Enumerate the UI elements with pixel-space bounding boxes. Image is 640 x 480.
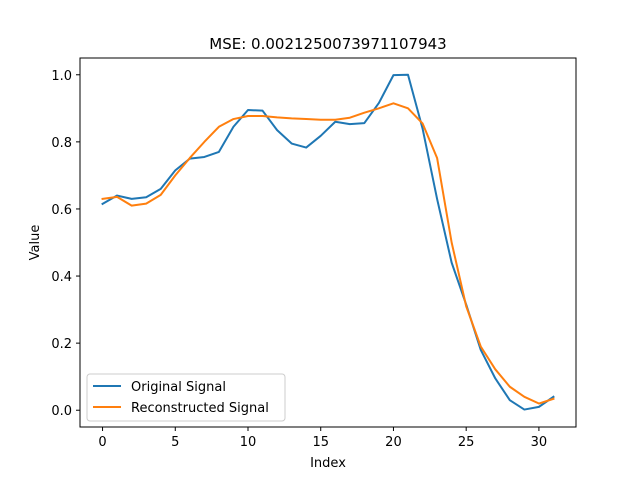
legend-label-reconstructed-signal: Reconstructed Signal	[131, 401, 269, 416]
x-tick-label: 15	[312, 435, 329, 450]
plot-frame	[79, 57, 577, 428]
x-tick-label: 20	[385, 435, 402, 450]
legend: Original Signal Reconstructed Signal	[86, 373, 286, 422]
chart-title: MSE: 0.0021250073971107943	[209, 35, 446, 53]
x-axis-label: Index	[310, 456, 346, 471]
y-tick-label: 1.0	[51, 69, 72, 84]
x-tick-label: 5	[171, 435, 179, 450]
y-tick-label: 0.8	[51, 136, 72, 151]
plot-area	[101, 73, 555, 411]
y-axis-label: Value	[28, 225, 43, 261]
series-line-original-signal	[101, 73, 555, 411]
y-tick-label: 0.0	[51, 404, 72, 419]
x-tick-label: 30	[531, 435, 548, 450]
legend-label-original-signal: Original Signal	[131, 380, 226, 395]
x-tick-label: 0	[98, 435, 106, 450]
y-tick-label: 0.6	[51, 203, 72, 218]
x-axis: 0 5 10 15 20 25 30	[98, 427, 547, 450]
legend-box	[86, 373, 286, 422]
x-tick-label: 10	[240, 435, 257, 450]
x-tick-label: 25	[458, 435, 475, 450]
series-line-reconstructed-signal	[101, 102, 555, 405]
y-axis: 0.0 0.2 0.4 0.6 0.8 1.0	[51, 69, 80, 419]
y-tick-label: 0.2	[51, 337, 72, 352]
y-tick-label: 0.4	[51, 270, 72, 285]
